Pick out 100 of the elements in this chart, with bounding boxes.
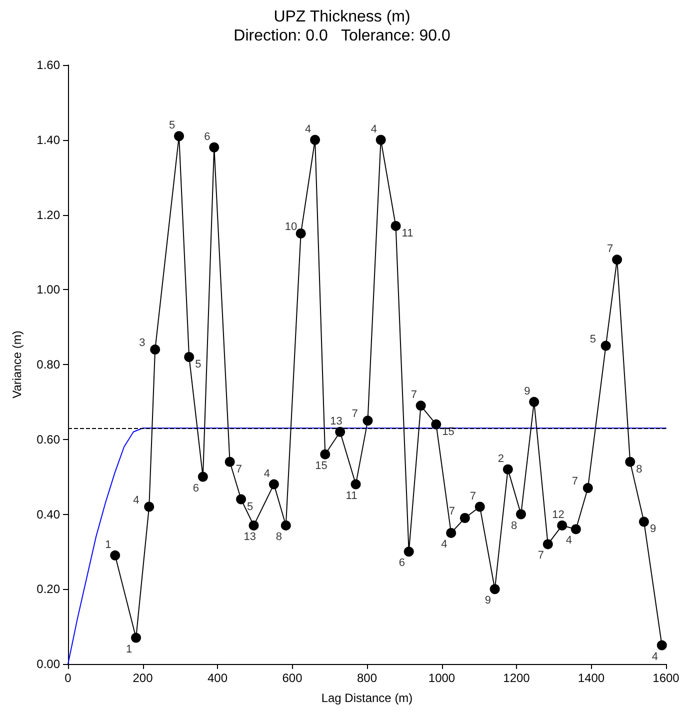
point xyxy=(625,456,636,467)
annotation: 1 xyxy=(126,643,132,656)
point xyxy=(638,516,649,527)
point xyxy=(474,502,485,512)
point xyxy=(656,640,667,650)
x-tick-label: 600 xyxy=(282,671,303,685)
annotation: 4 xyxy=(652,650,658,663)
point xyxy=(612,254,622,265)
chart-subtitle: Direction: 0.0 Tolerance: 90.0 xyxy=(234,28,450,44)
annotation: 15 xyxy=(315,460,328,472)
point xyxy=(224,456,235,467)
annotation: 5 xyxy=(590,333,596,346)
point xyxy=(460,512,470,523)
annotation: 11 xyxy=(346,490,358,502)
point xyxy=(390,220,401,231)
annotation: 6 xyxy=(204,130,210,143)
point xyxy=(350,479,361,490)
annotation: 7 xyxy=(607,243,614,256)
annotation: 8 xyxy=(636,463,642,476)
point xyxy=(582,483,593,494)
point xyxy=(557,520,568,530)
point xyxy=(335,426,346,437)
y-tick-label: 0.60 xyxy=(36,432,60,446)
point xyxy=(236,494,246,504)
annotation: 9 xyxy=(524,385,530,398)
x-tick-label: 200 xyxy=(132,671,154,685)
point xyxy=(516,509,526,520)
annotation: 7 xyxy=(236,463,242,476)
annotation: 7 xyxy=(352,408,358,420)
annotation: 10 xyxy=(284,220,298,233)
y-tick-label: 0.80 xyxy=(36,358,60,372)
x-tick-label: 1200 xyxy=(503,671,530,685)
point xyxy=(110,550,120,560)
point xyxy=(431,419,442,430)
point xyxy=(490,584,500,594)
point xyxy=(150,344,160,355)
y-axis-title: Variance (m) xyxy=(10,330,24,398)
point xyxy=(248,520,259,530)
annotation: 13 xyxy=(244,530,256,543)
annotation: 13 xyxy=(330,415,342,428)
point xyxy=(376,134,386,145)
annotation: 7 xyxy=(572,476,578,488)
y-tick-label: 0.20 xyxy=(36,582,60,596)
annotation: 8 xyxy=(276,530,282,543)
x-axis-title: Lag Distance (m) xyxy=(321,691,413,705)
annotation: 4 xyxy=(441,538,448,550)
x-tick-label: 0 xyxy=(64,671,72,685)
annotation: 9 xyxy=(484,594,491,607)
x-tick-label: 1400 xyxy=(578,671,605,685)
point xyxy=(502,464,513,474)
annotation: 3 xyxy=(139,337,146,350)
annotation: 4 xyxy=(566,534,572,547)
point xyxy=(446,528,456,538)
x-tick-label: 1600 xyxy=(652,671,680,685)
point xyxy=(184,352,194,362)
y-tick-label: 0.00 xyxy=(36,657,60,671)
annotation: 7 xyxy=(410,389,417,402)
annotation: 12 xyxy=(552,508,564,521)
point xyxy=(268,479,279,490)
point xyxy=(131,632,142,643)
chart-title: UPZ Thickness (m) xyxy=(274,8,410,26)
annotation: 11 xyxy=(402,227,414,240)
point xyxy=(320,449,330,460)
annotation: 4 xyxy=(264,468,270,480)
point xyxy=(198,472,208,482)
point xyxy=(174,131,184,142)
annotation: 7 xyxy=(470,490,476,502)
point xyxy=(529,396,540,407)
annotation: 4 xyxy=(133,494,140,506)
point xyxy=(542,539,553,550)
annotation: 5 xyxy=(247,500,254,513)
annotation: 6 xyxy=(192,482,200,494)
point xyxy=(296,228,306,238)
annotation: 2 xyxy=(498,452,504,465)
annotation: 5 xyxy=(169,120,176,132)
annotation: 8 xyxy=(510,520,518,532)
annotation: 7 xyxy=(448,505,456,518)
point xyxy=(404,546,414,557)
point xyxy=(144,502,154,512)
point xyxy=(416,400,426,411)
annotation: 5 xyxy=(195,358,202,371)
x-tick-label: 1000 xyxy=(428,671,456,685)
y-tick-label: 1.20 xyxy=(36,208,60,222)
annotation: 4 xyxy=(305,123,312,136)
point xyxy=(570,524,581,534)
x-tick-label: 800 xyxy=(356,671,378,685)
y-tick-label: 1.00 xyxy=(36,282,60,297)
annotation: 4 xyxy=(370,123,377,136)
annotation: 1 xyxy=(105,538,112,551)
annotation: 6 xyxy=(398,557,405,570)
x-tick-label: 400 xyxy=(207,671,228,685)
annotation: 9 xyxy=(650,523,656,536)
y-tick-label: 0.40 xyxy=(36,507,60,522)
point xyxy=(362,416,373,426)
y-tick-label: 1.60 xyxy=(36,58,60,72)
point xyxy=(600,340,611,351)
point xyxy=(209,142,220,152)
point xyxy=(280,520,291,530)
annotation: 7 xyxy=(538,550,544,562)
point xyxy=(310,134,320,145)
